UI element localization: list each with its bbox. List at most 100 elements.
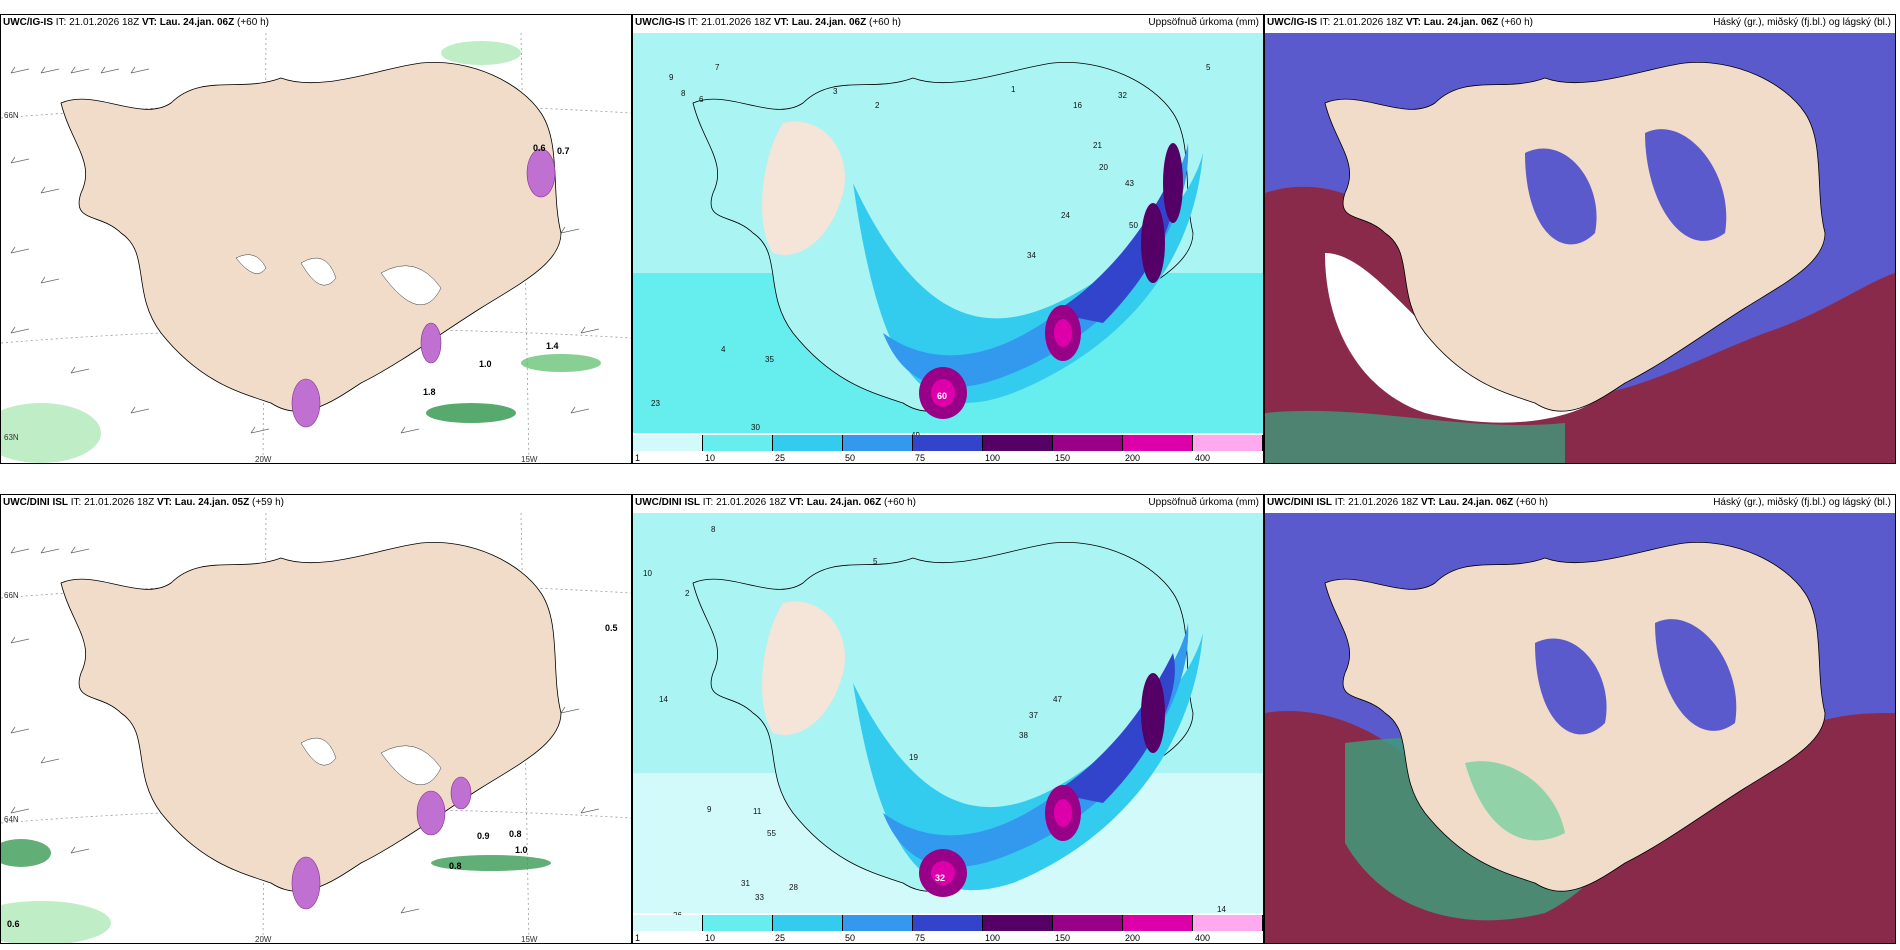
colorbar-segment xyxy=(703,915,773,931)
value-label: 38 xyxy=(1019,731,1028,740)
value-label: 1.4 xyxy=(546,341,559,351)
colorbar-tick-label: 100 xyxy=(985,453,1001,463)
value-label: 2 xyxy=(685,589,690,598)
panel-title: UWC/IG-IS IT: 21.01.2026 18Z VT: Lau. 24… xyxy=(3,17,269,28)
value-label: 0.6 xyxy=(533,143,546,153)
panel-title: UWC/DINI ISL IT: 21.01.2026 18Z VT: Lau.… xyxy=(3,497,284,508)
lat-label: 64N xyxy=(4,815,19,824)
value-label: 30 xyxy=(751,423,760,432)
colorbar-segment xyxy=(1123,435,1193,451)
colorbar-tick-label: 1 xyxy=(635,453,641,463)
colorbar-segment xyxy=(913,435,983,451)
value-label: 21 xyxy=(1093,141,1102,150)
colorbar-segment xyxy=(843,435,913,451)
panel-right-title: Uppsöfnuð úrkoma (mm) xyxy=(1148,17,1259,28)
lat-label: 66N xyxy=(4,591,19,600)
colorbar-segment xyxy=(983,435,1053,451)
value-label: 0.8 xyxy=(509,829,522,839)
panel-title: UWC/DINI ISL IT: 21.01.2026 18Z VT: Lau.… xyxy=(635,497,916,508)
panel-right-title: Uppsöfnuð úrkoma (mm) xyxy=(1148,497,1259,508)
colorbar-segment xyxy=(633,915,703,931)
value-label: 14 xyxy=(1217,905,1226,914)
colorbar-tick-label: 25 xyxy=(775,933,786,943)
value-label: 1 xyxy=(1011,85,1016,94)
value-label: 1.0 xyxy=(479,359,492,369)
colorbar-tick-label: 150 xyxy=(1055,933,1071,943)
cloud-map xyxy=(1265,33,1895,463)
value-label: 37 xyxy=(1029,711,1038,720)
value-label: 3 xyxy=(833,87,838,96)
colorbar-tick-label: 75 xyxy=(915,453,926,463)
panel-ig-wind: UWC/IG-IS IT: 21.01.2026 18Z VT: Lau. 24… xyxy=(0,14,632,464)
precip-map xyxy=(633,513,1263,913)
wind-map xyxy=(1,513,631,943)
lon-label: 20W xyxy=(255,935,272,944)
panel-ig-clouds: UWC/IG-IS IT: 21.01.2026 18Z VT: Lau. 24… xyxy=(1264,14,1896,464)
value-label: 16 xyxy=(1073,101,1082,110)
colorbar-segment xyxy=(633,435,703,451)
value-label: 7 xyxy=(715,63,720,72)
value-label: 55 xyxy=(767,829,776,838)
colorbar-tick-label: 50 xyxy=(845,933,856,943)
colorbar-tick-label: 50 xyxy=(845,453,856,463)
value-label: 0.8 xyxy=(449,861,462,871)
panel-dini-precip: UWC/DINI ISL IT: 21.01.2026 18Z VT: Lau.… xyxy=(632,494,1264,944)
panel-right-title: Háský (gr.), miðský (fj.bl.) og lágský (… xyxy=(1713,17,1891,28)
value-label: 0.6 xyxy=(7,919,20,929)
colorbar-tick-label: 75 xyxy=(915,933,926,943)
panel-ig-precip: UWC/IG-IS IT: 21.01.2026 18Z VT: Lau. 24… xyxy=(632,14,1264,464)
lon-label: 20W xyxy=(255,455,272,464)
cloud-map xyxy=(1265,513,1895,943)
value-label: 8 xyxy=(681,89,686,98)
panel-title: UWC/IG-IS IT: 21.01.2026 18Z VT: Lau. 24… xyxy=(635,17,901,28)
value-label: 9 xyxy=(707,805,712,814)
value-label: 6 xyxy=(699,95,704,104)
value-label: 47 xyxy=(1053,695,1062,704)
value-label: 19 xyxy=(909,753,918,762)
value-label: 0.5 xyxy=(605,623,618,633)
value-label: 31 xyxy=(741,879,750,888)
lat-label: 66N xyxy=(4,111,19,120)
colorbar-segment xyxy=(1053,915,1123,931)
value-label: 14 xyxy=(659,695,668,704)
value-label: 0.9 xyxy=(477,831,490,841)
panel-dini-clouds: UWC/DINI ISL IT: 21.01.2026 18Z VT: Lau.… xyxy=(1264,494,1896,944)
value-label: 32 xyxy=(935,873,946,883)
lon-label: 15W xyxy=(521,935,538,944)
colorbar-segment xyxy=(913,915,983,931)
precip-map xyxy=(633,33,1263,433)
colorbar-segment xyxy=(703,435,773,451)
value-label: 9 xyxy=(669,73,674,82)
panel-dini-wind: UWC/DINI ISL IT: 21.01.2026 18Z VT: Lau.… xyxy=(0,494,632,944)
value-label: 1.8 xyxy=(423,387,436,397)
colorbar-tick-label: 10 xyxy=(705,453,716,463)
colorbar-tick-label: 200 xyxy=(1125,933,1141,943)
value-label: 8 xyxy=(711,525,716,534)
colorbar: 1 10 25 50 75 100 150 200 400 xyxy=(633,915,1263,943)
value-label: 5 xyxy=(873,557,878,566)
colorbar-segment xyxy=(773,915,843,931)
colorbar-segment xyxy=(773,435,843,451)
colorbar-tick-label: 100 xyxy=(985,933,1001,943)
value-label: 43 xyxy=(1125,179,1134,188)
colorbar-tick-label: 200 xyxy=(1125,453,1141,463)
value-label: 20 xyxy=(1099,163,1108,172)
colorbar-segment xyxy=(1193,435,1263,451)
colorbar-tick-label: 1 xyxy=(635,933,641,943)
value-label: 34 xyxy=(1027,251,1036,260)
value-label: 60 xyxy=(937,391,948,401)
value-label: 32 xyxy=(1118,91,1127,100)
lat-label: 63N xyxy=(4,433,19,442)
colorbar-tick-label: 400 xyxy=(1195,453,1211,463)
value-label: 1.0 xyxy=(515,845,528,855)
wind-map xyxy=(1,33,631,463)
value-label: 11 xyxy=(753,807,762,816)
colorbar-segment xyxy=(843,915,913,931)
value-label: 35 xyxy=(765,355,774,364)
value-label: 4 xyxy=(721,345,726,354)
value-label: 2 xyxy=(875,101,880,110)
colorbar-segment xyxy=(1053,435,1123,451)
colorbar: 1 10 25 50 75 100 150 200 400 xyxy=(633,435,1263,463)
value-label: 24 xyxy=(1061,211,1070,220)
value-label: 28 xyxy=(789,883,798,892)
